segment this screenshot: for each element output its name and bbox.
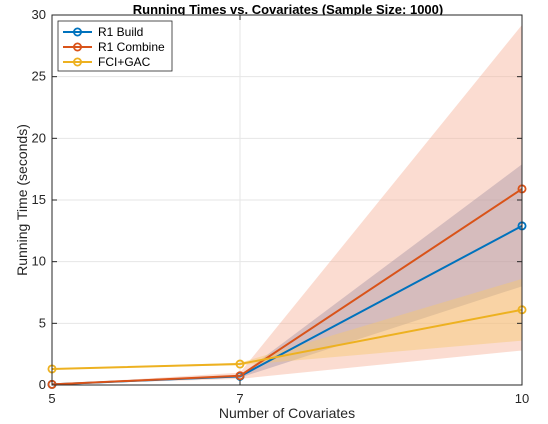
chart-title: Running Times vs. Covariates (Sample Siz… <box>133 2 443 17</box>
y-tick-label: 10 <box>32 254 46 269</box>
legend-marker-1 <box>73 42 83 52</box>
y-tick-label: 25 <box>32 69 46 84</box>
x-tick-label: 5 <box>48 391 55 406</box>
y-tick-label: 20 <box>32 130 46 145</box>
band-series-2 <box>52 278 522 369</box>
band-series-1 <box>52 24 522 385</box>
y-axis-label: Running Time (seconds) <box>14 124 30 276</box>
y-tick-label: 15 <box>32 192 46 207</box>
y-tick-label: 0 <box>39 377 46 392</box>
legend-label-1: R1 Combine <box>98 40 165 54</box>
legend-label-0: R1 Build <box>98 25 143 39</box>
y-tick-label: 30 <box>32 7 46 22</box>
marker-series-1 <box>235 371 245 381</box>
legend-label-2: FCI+GAC <box>98 55 151 69</box>
line-series-1 <box>51 188 523 386</box>
marker-series-2 <box>235 359 245 369</box>
y-tick-label: 5 <box>39 315 46 330</box>
band-series-0 <box>52 164 522 385</box>
x-tick-label: 10 <box>515 391 529 406</box>
legend-marker-2 <box>73 57 83 67</box>
legend-marker-0 <box>73 27 83 37</box>
line-series-2 <box>51 308 523 370</box>
confidence-bands <box>52 24 522 385</box>
x-tick-label: 7 <box>236 391 243 406</box>
series-lines <box>51 188 523 386</box>
x-axis-label: Number of Covariates <box>219 405 355 421</box>
